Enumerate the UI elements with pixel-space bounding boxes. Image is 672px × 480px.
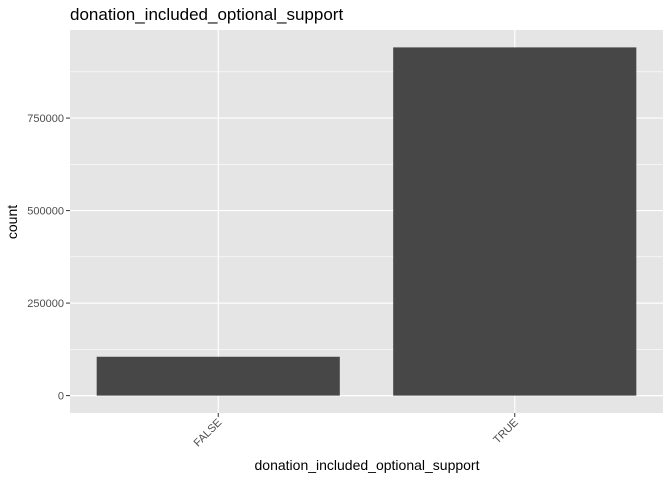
x-axis: FALSE TRUE xyxy=(192,413,521,449)
y-axis: 0 250000 500000 750000 xyxy=(27,113,70,403)
y-axis-title: count xyxy=(4,205,20,239)
y-tick-label: 750000 xyxy=(27,113,64,125)
bar-false xyxy=(96,356,340,396)
x-axis-title: donation_included_optional_support xyxy=(255,457,480,473)
y-tick-label: 0 xyxy=(58,391,64,403)
bars xyxy=(96,47,637,396)
y-tick-label: 500000 xyxy=(27,206,64,218)
chart-title: donation_included_optional_support xyxy=(70,5,343,24)
x-tick-label: TRUE xyxy=(491,417,521,447)
bar-true xyxy=(393,47,637,396)
x-tick-label: FALSE xyxy=(192,417,225,450)
y-tick-label: 250000 xyxy=(27,298,64,310)
